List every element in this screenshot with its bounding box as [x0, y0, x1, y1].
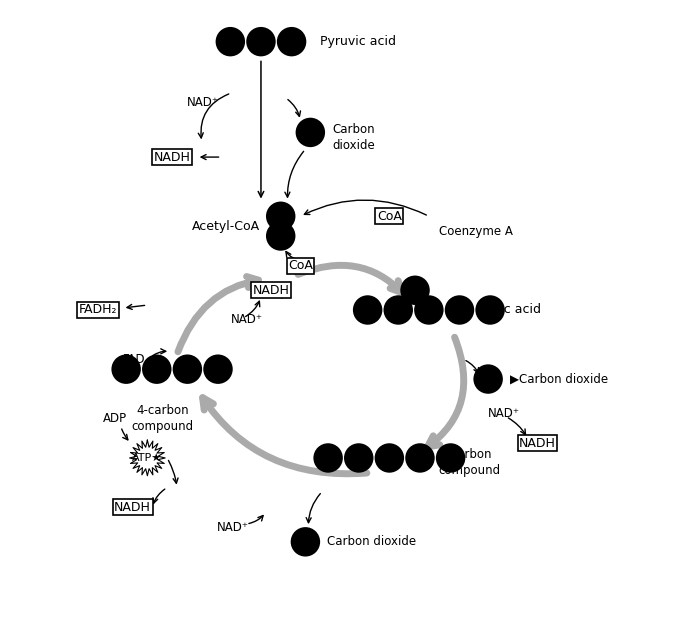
Text: c: c — [356, 454, 361, 462]
Text: NADH: NADH — [153, 150, 191, 163]
Text: NAD⁺: NAD⁺ — [231, 313, 264, 326]
Circle shape — [415, 296, 443, 324]
Circle shape — [204, 355, 232, 383]
Circle shape — [143, 355, 170, 383]
Circle shape — [345, 444, 372, 472]
Text: c: c — [457, 306, 462, 314]
Text: NADH: NADH — [252, 284, 289, 297]
Text: c: c — [228, 38, 233, 46]
Circle shape — [406, 444, 434, 472]
Circle shape — [445, 296, 473, 324]
Text: c: c — [259, 38, 264, 46]
Circle shape — [112, 355, 140, 383]
Text: c: c — [418, 454, 422, 462]
Text: Carbon dioxide: Carbon dioxide — [327, 535, 416, 548]
Text: CoA: CoA — [377, 210, 402, 223]
Circle shape — [475, 365, 502, 393]
Text: 5-carbon
compound: 5-carbon compound — [439, 448, 501, 477]
Circle shape — [267, 222, 295, 250]
Text: Citric acid: Citric acid — [478, 303, 541, 316]
Circle shape — [437, 444, 464, 472]
Circle shape — [385, 296, 412, 324]
Circle shape — [216, 28, 244, 56]
Text: c: c — [412, 286, 417, 294]
Text: NADH: NADH — [519, 436, 556, 449]
Text: NAD⁺: NAD⁺ — [187, 97, 219, 110]
Text: FAD: FAD — [122, 353, 145, 366]
Text: ADP: ADP — [103, 412, 127, 425]
Text: Pyruvic acid: Pyruvic acid — [320, 35, 396, 48]
Circle shape — [247, 28, 274, 56]
Text: CoA: CoA — [288, 259, 313, 272]
Text: Coenzyme A: Coenzyme A — [439, 225, 512, 238]
Polygon shape — [130, 440, 165, 476]
Text: FADH₂: FADH₂ — [78, 303, 117, 316]
Circle shape — [297, 119, 324, 146]
Text: c: c — [185, 365, 190, 373]
Circle shape — [376, 444, 403, 472]
Circle shape — [314, 444, 342, 472]
Text: c: c — [396, 306, 401, 314]
Text: c: c — [387, 454, 391, 462]
Text: c: c — [289, 38, 294, 46]
Text: NAD⁺: NAD⁺ — [216, 521, 249, 534]
Text: c: c — [487, 306, 493, 314]
Text: c: c — [124, 365, 128, 373]
Text: c: c — [427, 306, 431, 314]
Circle shape — [402, 277, 429, 304]
Text: c: c — [326, 454, 331, 462]
Text: ▶Carbon dioxide: ▶Carbon dioxide — [510, 373, 608, 386]
Text: c: c — [486, 375, 491, 383]
Text: c: c — [365, 306, 370, 314]
Circle shape — [291, 528, 319, 556]
Text: NAD⁺: NAD⁺ — [488, 407, 520, 420]
Text: c: c — [154, 365, 159, 373]
Text: c: c — [216, 365, 220, 373]
Text: NADH: NADH — [114, 501, 151, 514]
Text: c: c — [303, 538, 308, 546]
Text: 4-carbon
compound: 4-carbon compound — [131, 404, 193, 433]
Text: Carbon
dioxide: Carbon dioxide — [332, 123, 375, 152]
Circle shape — [267, 202, 295, 230]
Text: c: c — [308, 128, 313, 136]
Circle shape — [278, 28, 306, 56]
Circle shape — [477, 296, 504, 324]
Text: c: c — [279, 212, 283, 220]
Text: c: c — [448, 454, 453, 462]
Text: c: c — [279, 232, 283, 240]
Text: Acetyl-CoA: Acetyl-CoA — [192, 220, 260, 233]
Circle shape — [354, 296, 381, 324]
Text: ATP★: ATP★ — [132, 453, 162, 463]
Circle shape — [174, 355, 201, 383]
